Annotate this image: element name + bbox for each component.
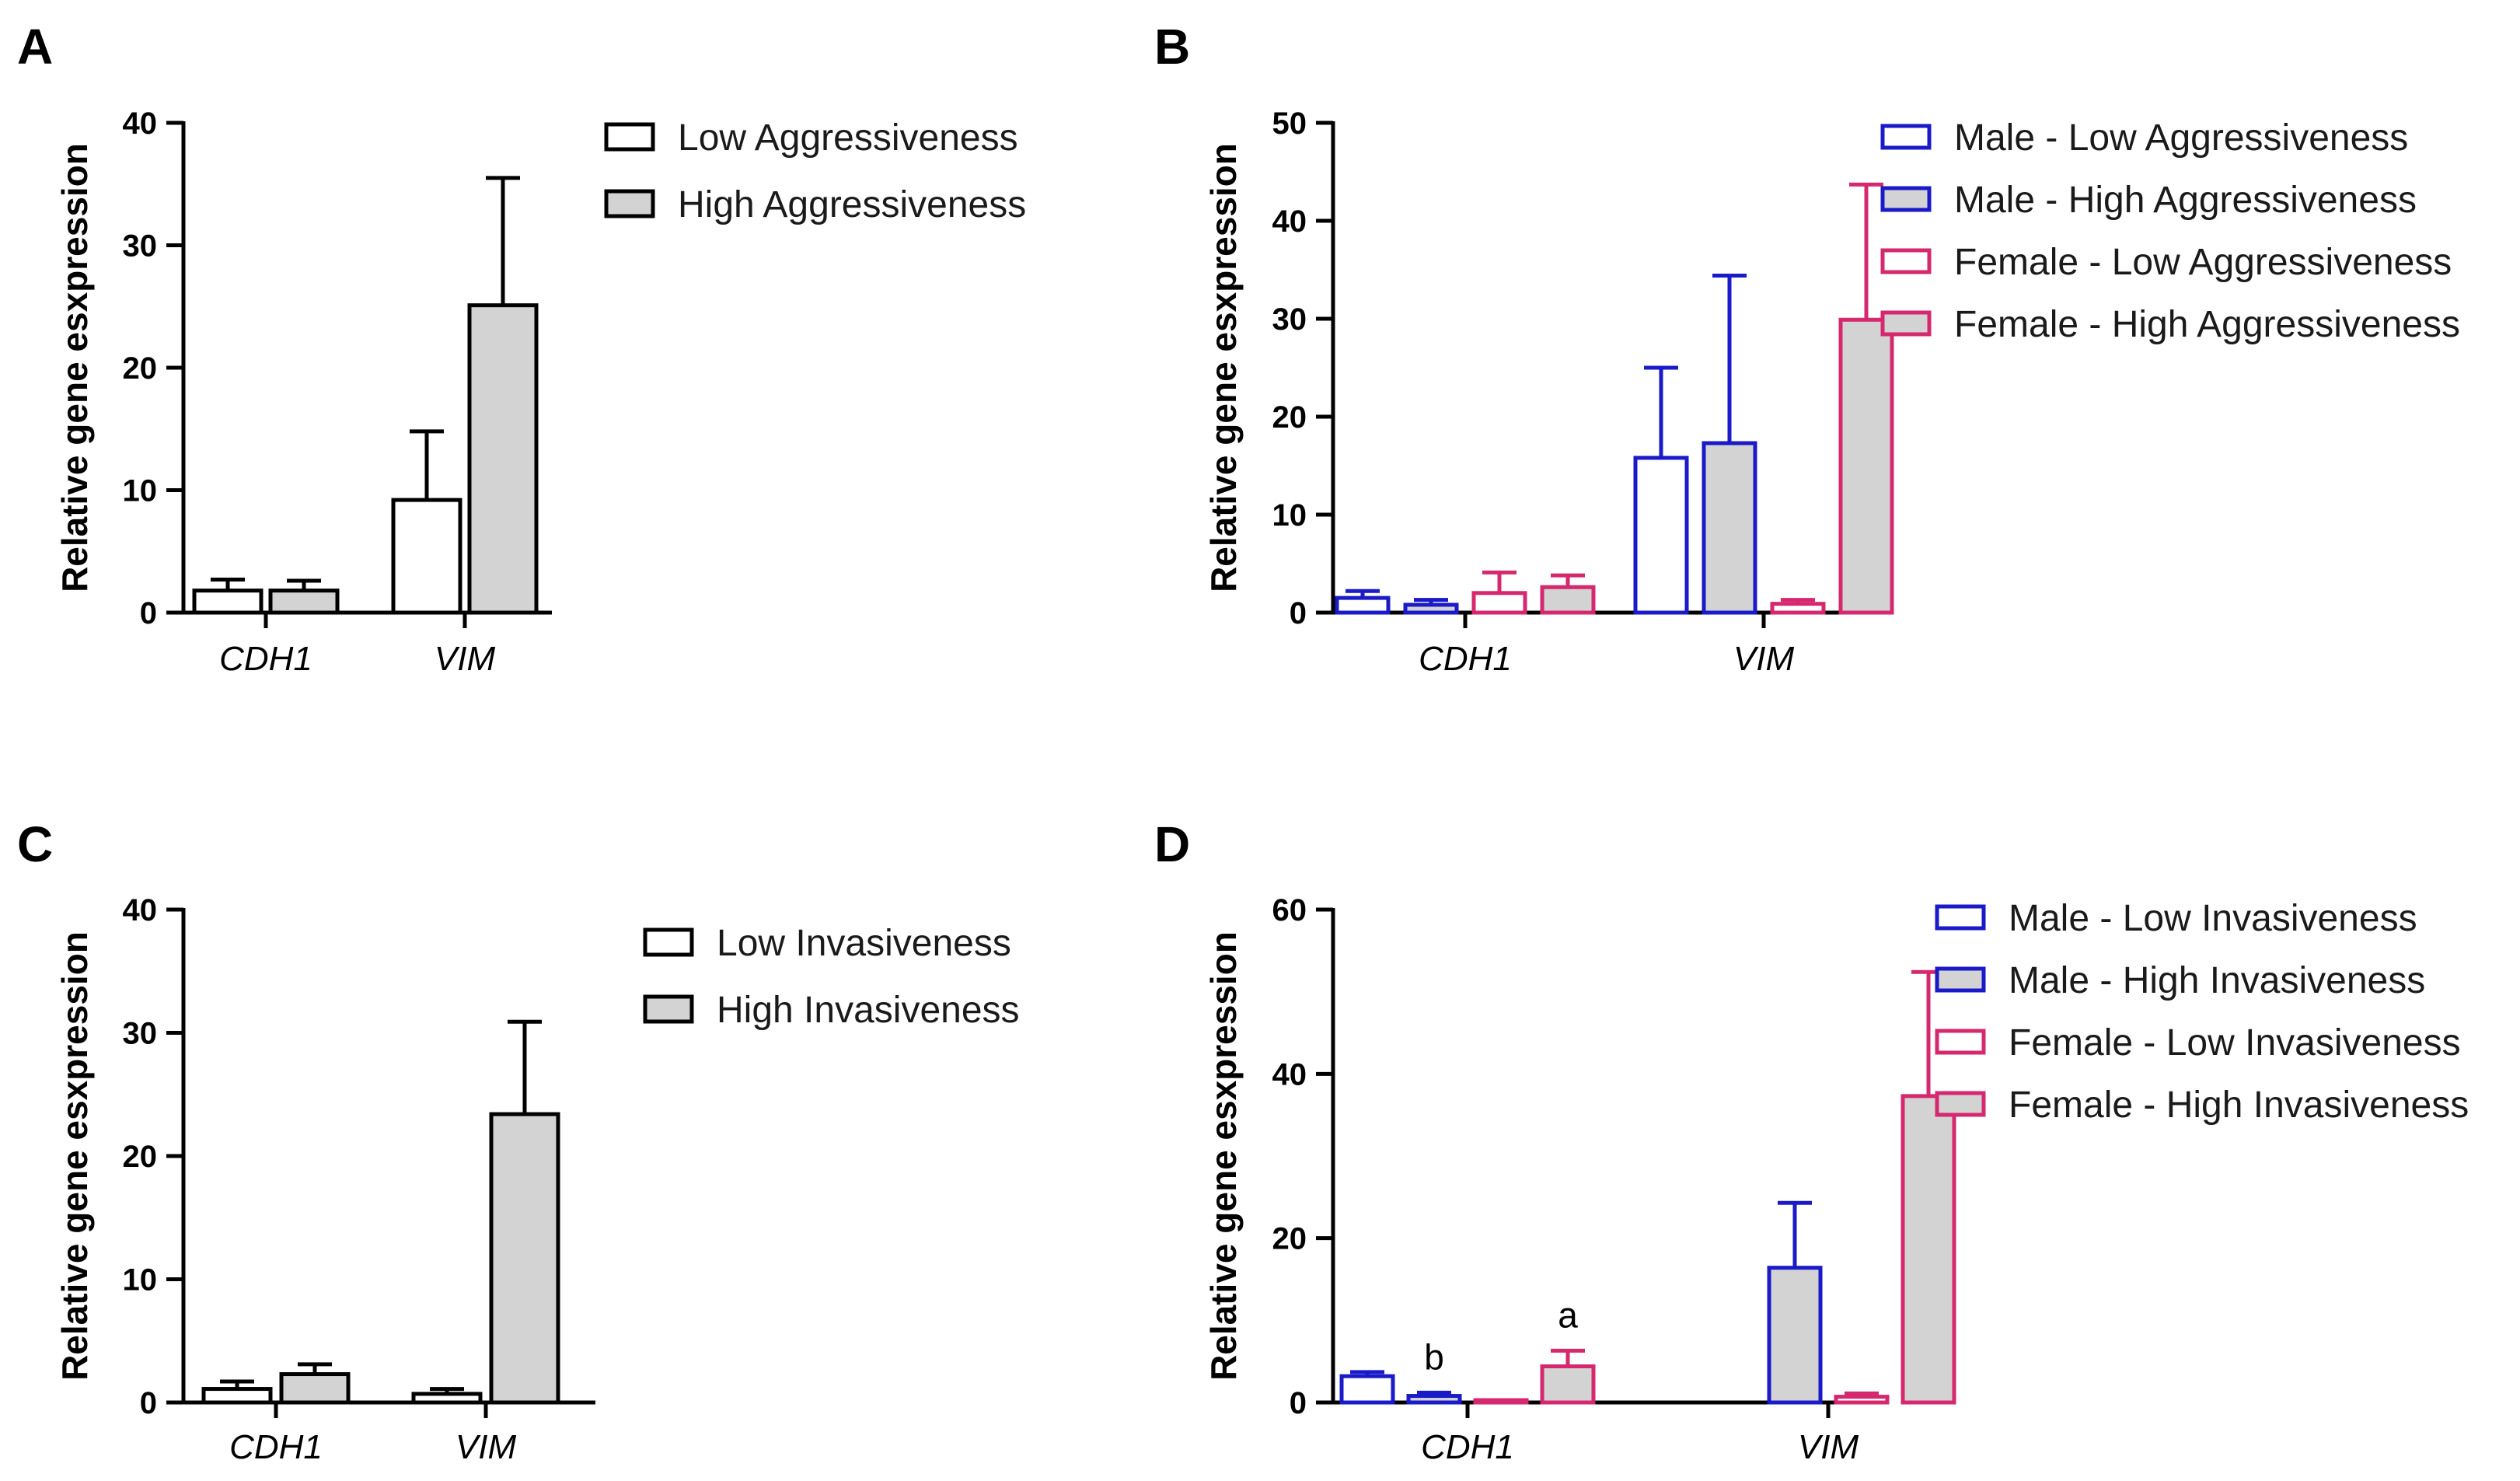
- legend-label: Low Invasiveness: [717, 923, 1011, 964]
- significance-annotation: b: [1424, 1336, 1444, 1377]
- bar: [279, 1372, 351, 1405]
- panel-b: B Relative gene esxpression 0 10 20 30 40 50 CDH…: [1154, 19, 2460, 678]
- y-tick-label: 10: [1272, 498, 1307, 533]
- bar: [192, 589, 264, 615]
- legend-label: High Aggressiveness: [678, 184, 1026, 225]
- y-tick-label: 30: [123, 229, 158, 264]
- bar: [1473, 1398, 1529, 1405]
- bar: [1540, 585, 1596, 615]
- legend-label: Male - Low Invasiveness: [2009, 898, 2417, 939]
- legend-label: Male - High Invasiveness: [2009, 960, 2425, 1001]
- y-tick-label: 40: [123, 893, 158, 927]
- bar: [1403, 603, 1459, 615]
- bar: [411, 1392, 483, 1405]
- legend: Male - Low Aggressiveness Male - High Agg…: [1880, 117, 2460, 345]
- x-category-label: VIM: [1733, 640, 1795, 678]
- bar: [1770, 602, 1826, 615]
- y-tick-label: 40: [123, 107, 158, 141]
- bar: [1339, 1374, 1395, 1405]
- y-tick-label: 30: [1272, 302, 1307, 337]
- legend: Low Invasiveness High Invasiveness: [643, 923, 1020, 1031]
- bar: [1767, 1266, 1823, 1405]
- legend-swatch: [643, 994, 694, 1024]
- y-tick-label: 0: [1290, 596, 1307, 630]
- panel-a: A Relative gene esxpression 0 10 20 30 40 CDH1 V…: [17, 19, 1026, 678]
- legend-swatch: [1935, 966, 1986, 993]
- bar: [1633, 456, 1689, 615]
- bar: [1406, 1394, 1462, 1405]
- legend-swatch: [1935, 1091, 1986, 1117]
- legend-swatch: [1880, 310, 1932, 337]
- panel-letter: B: [1154, 19, 1190, 75]
- bar: [1900, 1094, 1956, 1405]
- legend-swatch: [1935, 904, 1986, 931]
- legend: Low Aggressiveness High Aggressiveness: [604, 117, 1026, 225]
- legend-swatch: [604, 122, 655, 152]
- bar: [1540, 1364, 1596, 1405]
- bar: [391, 498, 462, 615]
- panel-letter: C: [17, 816, 53, 872]
- bar: [268, 589, 340, 615]
- y-tick-label: 30: [123, 1017, 158, 1051]
- bar: [1834, 1395, 1890, 1405]
- y-tick-label: 10: [123, 1263, 158, 1298]
- bar: [489, 1112, 560, 1405]
- significance-annotation: a: [1558, 1294, 1578, 1335]
- y-axis-label: Relative gene esxpression: [54, 931, 95, 1381]
- y-axis-label: Relative gene esxpression: [1203, 143, 1244, 592]
- x-category-label: VIM: [455, 1428, 517, 1466]
- y-tick-label: 10: [123, 474, 158, 508]
- legend-label: Male - High Aggressiveness: [1954, 180, 2417, 221]
- x-category-label: CDH1: [1419, 640, 1512, 678]
- legend-swatch: [1880, 124, 1932, 150]
- bar: [1838, 317, 1894, 615]
- x-category-label: VIM: [435, 640, 496, 678]
- legend-swatch: [1880, 248, 1932, 274]
- panel-d: D Relative gene esxpression 0 20 40 60 CDH1 VIM…: [1154, 816, 2469, 1466]
- x-category-label: CDH1: [229, 1428, 323, 1466]
- legend-swatch: [643, 927, 694, 957]
- bar: [201, 1387, 273, 1405]
- legend-swatch: [604, 189, 655, 218]
- y-tick-label: 0: [1290, 1386, 1307, 1420]
- bar: [467, 303, 539, 615]
- legend-label: Female - High Aggressiveness: [1954, 304, 2460, 345]
- y-tick-label: 40: [1272, 1057, 1307, 1092]
- legend-label: Male - Low Aggressiveness: [1954, 117, 2408, 159]
- legend-label: Female - Low Aggressiveness: [1954, 242, 2452, 283]
- legend-label: High Invasiveness: [717, 990, 1020, 1031]
- y-tick-label: 20: [123, 351, 158, 386]
- y-tick-label: 60: [1272, 893, 1307, 927]
- y-axis-label: Relative gene esxpression: [54, 143, 95, 592]
- y-tick-label: 20: [1272, 1222, 1307, 1256]
- panel-letter: A: [17, 19, 53, 75]
- bar: [1471, 591, 1527, 615]
- legend-label: Female - Low Invasiveness: [2009, 1022, 2461, 1064]
- panel-letter: D: [1154, 816, 1190, 872]
- legend-swatch: [1935, 1029, 1986, 1055]
- bar: [1335, 596, 1391, 615]
- legend: Male - Low Invasiveness Male - High Invas…: [1935, 898, 2469, 1126]
- x-category-label: VIM: [1798, 1428, 1859, 1466]
- legend-swatch: [1880, 186, 1932, 212]
- legend-label: Female - High Invasiveness: [2009, 1085, 2469, 1126]
- y-tick-label: 50: [1272, 107, 1307, 141]
- x-category-label: CDH1: [1421, 1428, 1514, 1466]
- y-tick-label: 40: [1272, 204, 1307, 239]
- y-tick-label: 20: [123, 1140, 158, 1174]
- y-tick-label: 0: [140, 596, 157, 630]
- legend-label: Low Aggressiveness: [678, 117, 1018, 159]
- y-tick-label: 20: [1272, 400, 1307, 435]
- bar: [1702, 441, 1757, 615]
- panel-c: C Relative gene esxpression 0 10 20 30 40 CDH1 V…: [17, 816, 1020, 1466]
- y-axis-label: Relative gene esxpression: [1203, 931, 1244, 1381]
- x-category-label: CDH1: [219, 640, 312, 678]
- y-tick-label: 0: [140, 1386, 157, 1420]
